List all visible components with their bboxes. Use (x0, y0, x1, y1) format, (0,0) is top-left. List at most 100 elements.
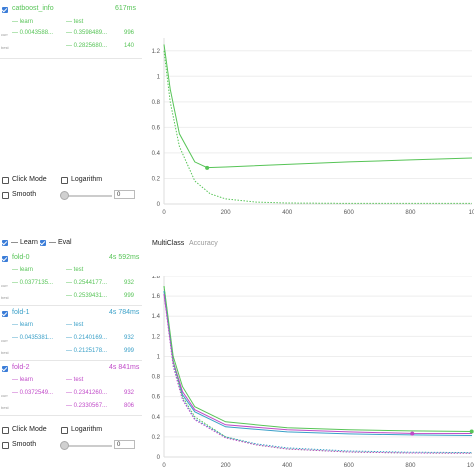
y-tick-label: 0 (157, 455, 161, 461)
fold-1-learn-legend: — learn (12, 322, 34, 328)
best-iter: 140 (124, 43, 135, 49)
best-test-value: — 0.2825680... (66, 43, 108, 49)
fold-2-curr-test: — 0.2341260... (66, 390, 108, 396)
tab-accuracy[interactable]: Accuracy (189, 240, 218, 247)
fold-1-checkbox[interactable] (2, 311, 8, 317)
fold-2-checkbox[interactable] (2, 366, 8, 372)
best-tag: best (1, 45, 9, 50)
smooth-value-input[interactable]: 0 (114, 190, 135, 199)
fold-0-name[interactable]: fold-0 (12, 254, 30, 261)
fold-2-test-legend: — test (66, 377, 84, 383)
fold-1-best-tag: best (1, 350, 9, 355)
y-tick-label: 1.2 (152, 49, 161, 55)
fold-2-divider (0, 415, 142, 416)
top-chart-y-ticks: 0 0.2 0.4 0.6 0.8 1 1.2 (152, 49, 161, 208)
bottom-click-mode-checkbox[interactable] (2, 427, 9, 434)
learn-toggle-label: — Learn (11, 239, 38, 246)
run-divider (0, 58, 142, 59)
x-tick-label: 800 (405, 463, 416, 469)
x-tick-label: 0 (162, 210, 166, 216)
tab-multiclass[interactable]: MultiClass (152, 240, 185, 247)
top-chart-grid (163, 38, 472, 205)
fold-0-best-test: — 0.2539431... (66, 293, 108, 299)
fold-0-time: 4s 592ms (109, 254, 140, 261)
run-checkbox[interactable] (2, 7, 8, 13)
series-line-fold-1-learn (163, 291, 473, 454)
x-tick-label: 10 (469, 210, 474, 216)
learn-label: learn (19, 19, 34, 25)
bottom-chart-y-ticks: 0 0.2 0.4 0.6 0.8 1 1.2 1.4 1.6 1.8 (152, 276, 161, 461)
smooth-slider-handle[interactable] (60, 191, 69, 200)
top-chart: 0 0.2 0.4 0.6 0.8 1 1.2 0 200 400 600 800 10 (152, 38, 474, 216)
y-tick-label: 0.2 (152, 176, 161, 182)
fold-0-checkbox[interactable] (2, 256, 8, 262)
fold-1-curr-tag: curr (1, 338, 8, 343)
fold-1-divider (0, 360, 142, 361)
fold-2-best-tag: best (1, 405, 9, 410)
fold-0-best-iter: 999 (124, 293, 135, 299)
bottom-chart-series (163, 286, 474, 454)
bottom-logarithm-label: Logarithm (71, 426, 103, 433)
x-tick-label: 400 (282, 463, 293, 469)
smooth-label: Smooth (12, 191, 37, 198)
fold-0-curr-learn: — 0.0377135... (12, 280, 54, 286)
fold-2-curr-learn: — 0.0372549... (12, 390, 54, 396)
bottom-chart: 0 0.2 0.4 0.6 0.8 1 1.2 1.4 1.6 1.8 0 200 400 600 800… (152, 276, 474, 469)
curr-iter: 996 (124, 30, 135, 36)
fold-1-curr-iter: 932 (124, 335, 135, 341)
y-tick-label: 1.2 (152, 334, 161, 340)
click-mode-label: Click Mode (12, 176, 47, 183)
fold-0-curr-tag: curr (1, 283, 8, 288)
y-tick-label: 1.8 (152, 276, 161, 280)
best-iteration-marker (469, 429, 474, 434)
y-tick-label: 1.6 (152, 294, 161, 300)
fold-1-curr-learn: — 0.0435381... (12, 335, 54, 341)
y-tick-label: 0.6 (152, 125, 161, 131)
series-line-fold-2-test (163, 294, 473, 434)
logarithm-checkbox[interactable] (61, 177, 68, 184)
fold-1-best-test: — 0.2125178... (66, 348, 108, 354)
fold-2-learn-legend: — learn (12, 377, 34, 383)
smooth-checkbox[interactable] (2, 192, 9, 199)
x-tick-label: 0 (162, 463, 166, 469)
bottom-smooth-slider-handle[interactable] (60, 441, 69, 450)
click-mode-checkbox[interactable] (2, 177, 9, 184)
fold-2-name[interactable]: fold-2 (12, 364, 30, 371)
top-chart-x-ticks: 0 200 400 600 800 10 (162, 210, 474, 216)
bottom-chart-grid (163, 276, 472, 458)
fold-0-curr-test: — 0.2544177... (66, 280, 108, 286)
fold-2-curr-iter: 932 (124, 390, 135, 396)
bottom-smooth-slider-track[interactable] (62, 445, 112, 447)
y-tick-label: 1 (157, 74, 161, 80)
y-tick-label: 0.4 (152, 151, 161, 157)
curr-test-value: — 0.3598489... (66, 30, 108, 36)
fold-2-best-test: — 0.2330567... (66, 403, 108, 409)
fold-1-name[interactable]: fold-1 (12, 309, 30, 316)
x-tick-label: 200 (221, 463, 232, 469)
fold-0-test-legend: — test (66, 267, 84, 273)
smooth-slider-track[interactable] (62, 195, 112, 197)
fold-0-best-tag: best (1, 295, 9, 300)
logarithm-label: Logarithm (71, 176, 103, 183)
run-time: 617ms (115, 5, 137, 12)
fold-1-test-legend: — test (66, 322, 84, 328)
bottom-smooth-checkbox[interactable] (2, 442, 9, 449)
fold-1-curr-test: — 0.2140169... (66, 335, 108, 341)
learn-toggle-checkbox[interactable] (2, 240, 8, 246)
fold-0-curr-iter: 932 (124, 280, 135, 286)
best-iteration-marker (205, 165, 210, 170)
bottom-smooth-value-input[interactable]: 0 (114, 440, 135, 449)
y-tick-label: 0.4 (152, 415, 161, 421)
y-tick-label: 0.8 (152, 100, 161, 106)
run-name[interactable]: catboost_info (12, 5, 54, 12)
fold-0-divider (0, 305, 142, 306)
y-tick-label: 1.4 (152, 314, 161, 320)
x-tick-label: 100 (467, 463, 474, 469)
bottom-logarithm-checkbox[interactable] (61, 427, 68, 434)
curr-tag: curr (1, 32, 8, 37)
y-tick-label: 0.8 (152, 375, 161, 381)
fold-1-time: 4s 784ms (109, 309, 140, 316)
series-line-fold-2-learn (163, 294, 473, 454)
eval-toggle-checkbox[interactable] (40, 240, 46, 246)
y-tick-label: 0.6 (152, 395, 161, 401)
